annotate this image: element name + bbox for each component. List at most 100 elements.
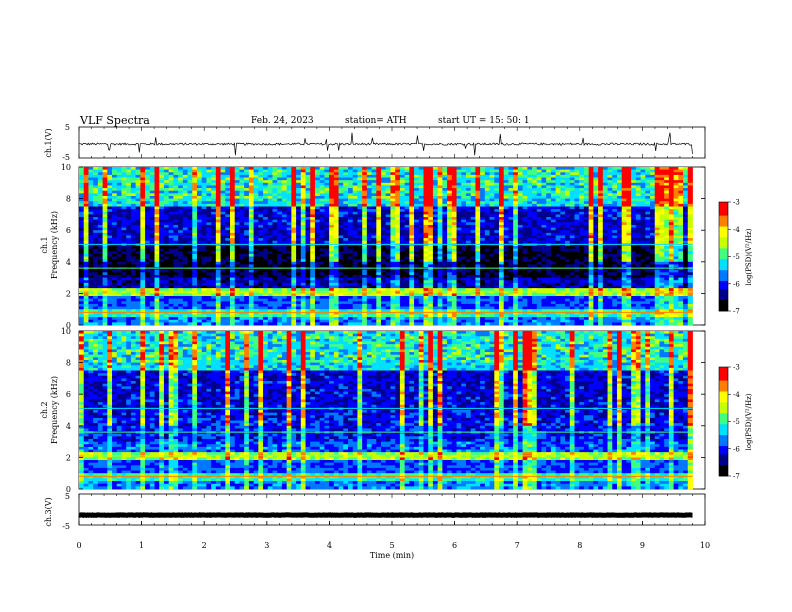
spec-cell [362, 259, 368, 263]
spec-cell [366, 230, 372, 234]
spec-cell [187, 248, 193, 252]
spec-cell [314, 206, 321, 210]
spec-cell [357, 256, 363, 260]
spec-cell [272, 206, 278, 210]
spec-cell [272, 203, 278, 207]
spec-cell [338, 209, 344, 213]
spec-cell [220, 259, 226, 263]
spec-cell [395, 209, 401, 213]
spec-cell [626, 185, 632, 189]
spec-cell [329, 259, 335, 263]
spec-cell [428, 217, 434, 221]
spec-cell [593, 230, 599, 234]
spec-cell [206, 248, 212, 252]
spec-cell [225, 180, 231, 184]
spec-cell [135, 219, 141, 223]
spec-cell [277, 222, 283, 226]
spec-cell [187, 219, 193, 223]
spec-cell [145, 219, 151, 223]
spec-cell [314, 185, 321, 189]
spec-cell [305, 235, 311, 239]
spec-cell [352, 182, 358, 186]
spec-cell [423, 167, 429, 171]
spec-cell [154, 209, 160, 213]
spec-cell [258, 190, 264, 194]
spec-cell [423, 264, 429, 268]
spec-cell [395, 264, 401, 268]
spec-cell [116, 217, 122, 221]
spec-cell [248, 177, 255, 181]
spec-cell [159, 259, 165, 263]
spec-cell [168, 180, 174, 184]
spec-cell [126, 214, 132, 218]
spec-cell [673, 195, 679, 199]
spec-cell [286, 235, 292, 239]
spec-cell [673, 214, 679, 218]
spec-cell [140, 219, 146, 223]
spec-cell [536, 214, 542, 218]
spec-cell [668, 209, 674, 213]
spec-cell [635, 253, 641, 257]
spec-cell [93, 169, 99, 173]
spec-cell [588, 230, 594, 234]
spec-cell [253, 232, 259, 236]
spec-cell [522, 217, 528, 221]
spec-cell [83, 259, 89, 263]
spec-cell [475, 209, 481, 213]
spec-cell [79, 190, 85, 194]
spec-cell [102, 198, 108, 202]
spec-cell [560, 174, 566, 178]
spec-cell [650, 246, 656, 250]
spec-cell [442, 238, 448, 242]
spec-cell [461, 232, 467, 236]
spec-cell [432, 240, 439, 244]
spec-cell [428, 177, 434, 181]
spec-cell [277, 209, 283, 213]
spec-cell [579, 188, 585, 192]
spec-cell [324, 235, 330, 239]
spec-cell [102, 251, 108, 255]
spec-cell [461, 264, 467, 268]
spec-cell [645, 190, 651, 194]
spec-cell [499, 198, 505, 202]
spec-cell [541, 188, 547, 192]
spec-cell [484, 240, 490, 244]
spec-cell [277, 180, 283, 184]
spec-cell [83, 222, 89, 226]
spec-cell [220, 174, 226, 178]
spec-cell [187, 167, 193, 171]
spec-cell [451, 190, 457, 194]
spec-cell [154, 182, 160, 186]
spec-cell [395, 251, 401, 255]
spec-cell [569, 177, 575, 181]
spec-cell [645, 232, 651, 236]
spec-cell [126, 230, 132, 234]
spec-cell [300, 167, 306, 171]
spec-cell [371, 264, 377, 268]
spec-cell [635, 211, 641, 215]
spec-cell [173, 240, 179, 244]
spec-cell [192, 238, 198, 242]
spec-cell [602, 185, 608, 189]
spec-cell [607, 246, 613, 250]
spec-cell [376, 167, 382, 171]
spec-cell [145, 172, 151, 176]
spec-cell [640, 185, 646, 189]
spec-cell [650, 185, 656, 189]
spec-cell [437, 238, 443, 242]
spec-cell [555, 177, 561, 181]
spec-cell [640, 264, 646, 268]
spec-cell [126, 211, 132, 215]
spec-cell [376, 240, 382, 244]
spec-cell [437, 206, 443, 210]
spec-cell [593, 259, 599, 263]
spec-cell [253, 248, 259, 252]
spec-cell [163, 198, 170, 202]
spec-cell [668, 227, 674, 231]
spec-cell [626, 198, 632, 202]
spec-cell [272, 214, 278, 218]
spec-cell [159, 172, 165, 176]
spec-cell [163, 248, 170, 252]
spec-cell [206, 180, 212, 184]
spec-cell [635, 261, 641, 265]
